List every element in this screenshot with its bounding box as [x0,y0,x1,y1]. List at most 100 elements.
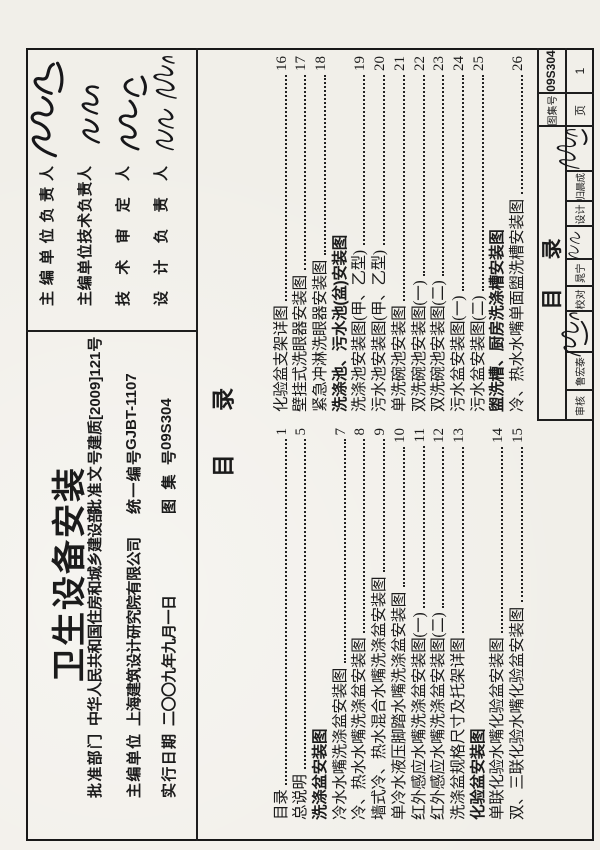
toc-section-header: 化验盆安装图 [468,428,488,820]
toc-page-number: 16 [273,56,290,71]
toc-entry: 总说明 5 [291,428,311,820]
toc-page-number: 10 [391,428,408,443]
toc-entry-title: 红外感应水嘴洗涤盆安装图(一) [410,612,428,820]
toc-page-number: 5 [293,428,310,436]
handwritten-signature [118,75,147,151]
toc-entry: 污水盆安装图(二) 25 [468,56,488,412]
toc-page-number: 25 [470,56,487,71]
handwritten-signature [153,56,177,99]
titleblock-designer-name: 归晨成 [575,173,587,201]
toc-leader-dots [461,447,464,633]
toc-page-number: 21 [391,56,408,71]
toc-entry: 冷、热水水嘴洗涤盆安装图 8 [350,428,370,820]
cover-field-label: 主编单位 [126,734,143,798]
cover-field-label: 统一编号 [126,450,143,514]
toc-entry-title: 墙式冷、热水混合水嘴洗涤盆安装图 [371,576,389,820]
titleblock-atlas-no-label: 图集号 [547,95,559,126]
toc-leader-dots [520,75,523,195]
toc-column-1: 目录 1 总说明 5 洗涤盆安装图 冷水水嘴洗涤盆安装图 7 冷、热水水嘴洗涤盆安装图 8 墙式冷… [271,428,527,820]
toc-page-number: 24 [450,56,467,71]
toc-section-header: 洗涤池、污水池(盆)安装图 [330,56,350,412]
toc-page-number: 8 [352,428,369,436]
toc-page-number: 1 [273,428,290,436]
cover-field-row: 主编单位 上海建筑设计研究院有限公司 统一编号 GJBT-1107 [123,328,143,798]
toc-entry: 单洗碗池安装图 21 [389,56,409,412]
approval-row: 主编单位负责人 [36,166,60,306]
handwritten-signature [156,108,174,151]
toc-entry-title: 污水盆安装图(一) [449,295,467,412]
handwritten-signature [568,231,581,259]
titleblock-checker-name: 晁宁 [576,264,587,283]
approval-label: 主编单位负责人 [39,166,56,306]
approval-row: 技术审定人 [112,166,136,306]
toc-entry: 目录 1 [271,428,291,820]
toc-entry-title: 洗涤池安装图(甲、乙型) [351,250,369,412]
toc-leader-dots [520,447,523,603]
toc-entry-title: 化验盆支架详图 [272,305,290,412]
cover-field-value: GJBT-1107 [123,373,140,450]
toc-leader-dots [363,75,366,246]
toc-page-number: 19 [352,56,369,71]
toc-entry: 壁挂式洗眼器安装图 17 [291,56,311,412]
toc-entry-title: 紧急冲淋洗眼器安装图 [312,259,330,412]
toc-leader-dots [402,447,405,587]
toc-heading: 目 录 [210,387,236,478]
titleblock-review-label: 审核 [576,396,587,416]
toc-leader-dots [442,75,445,276]
cover-field-label: 图集号 [161,450,178,514]
toc-entry: 红外感应水嘴洗涤盆安装图(一) 11 [409,428,429,820]
toc-entry-title: 污水池安装图(甲、乙型) [371,250,389,412]
toc-page-number: 14 [490,428,507,443]
titleblock-page-number: 1 [572,67,587,75]
cover-field-label: 批准文号 [87,450,104,514]
toc-entry-title: 盥洗槽、厨房洗涤槽安装图 [489,229,507,412]
toc-leader-dots [284,439,287,785]
header-divider-line [196,48,198,841]
toc-leader-dots [343,439,346,663]
cover-field-row: 批准部门 中华人民共和国住房和城乡建设部 批准文号 建质[2009]121号 [84,328,104,798]
toc-page-number: 26 [509,56,526,71]
toc-leader-dots [481,75,484,291]
toc-page-number: 7 [332,428,349,436]
toc-entry: 双洗碗池安装图(二) 23 [429,56,449,412]
toc-leader-dots [383,75,386,246]
toc-entry: 洗涤盆规格尺寸及托架详图 13 [448,428,468,820]
toc-leader-dots [284,75,287,301]
toc-page-number: 9 [372,428,389,436]
toc-leader-dots [402,75,405,301]
toc-entry: 污水池安装图(甲、乙型) 20 [369,56,389,412]
toc-entry: 冷水水嘴洗涤盆安装图 7 [330,428,350,820]
toc-leader-dots [304,75,307,271]
toc-leader-dots [304,439,307,770]
cover-field-row: 实行日期 二〇〇九年九月一日 图集号 09S304 [158,328,178,798]
toc-entry-title: 洗涤池、污水池(盆)安装图 [331,235,349,412]
handwritten-signature [30,61,64,158]
toc-entry: 双、三联化验水嘴化验盆安装图 15 [507,428,527,820]
cover-field-label: 批准部门 [87,734,104,798]
toc-entry: 洗涤池安装图(甲、乙型) 19 [350,56,370,412]
toc-entry: 污水盆安装图(一) 24 [448,56,468,412]
toc-section-header: 盥洗槽、厨房洗涤槽安装图 [488,56,508,412]
toc-entry-title: 总说明 [292,774,310,820]
toc-entry-title: 污水盆安装图(二) [469,295,487,412]
toc-entry: 墙式冷、热水混合水嘴洗涤盆安装图 9 [369,428,389,820]
toc-page-number: 12 [431,428,448,443]
toc-entry-title: 洗涤盆规格尺寸及托架详图 [449,637,467,820]
toc-entry-title: 冷、热水水嘴单面盥洗槽安装图 [508,199,526,412]
toc-leader-dots [324,75,327,255]
toc-entry-title: 冷、热水水嘴洗涤盆安装图 [351,637,369,820]
toc-page-number: 22 [411,56,428,71]
titleblock-atlas-no: 09S304 [544,50,558,92]
toc-column-2: 化验盆支架详图 16 壁挂式洗眼器安装图 17 紧急冲淋洗眼器安装图 18 洗涤池、污水池(… [271,56,527,412]
toc-entry: 单冷水液压脚踏水嘴洗涤盆安装图 10 [389,428,409,820]
toc-page-number: 20 [372,56,389,71]
toc-entry-title: 红外感应水嘴洗涤盆安装图(二) [430,612,448,820]
approval-row: 设计负责人 [150,166,174,306]
approval-label: 主编单位技术负责人 [77,166,94,306]
toc-entry-title: 冷水水嘴洗涤盆安装图 [331,667,349,820]
toc-entry: 紧急冲淋洗眼器安装图 18 [310,56,330,412]
titleblock-page-label: 页 [574,105,587,116]
toc-leader-dots [501,447,504,633]
toc-entry: 化验盆支架详图 16 [271,56,291,412]
